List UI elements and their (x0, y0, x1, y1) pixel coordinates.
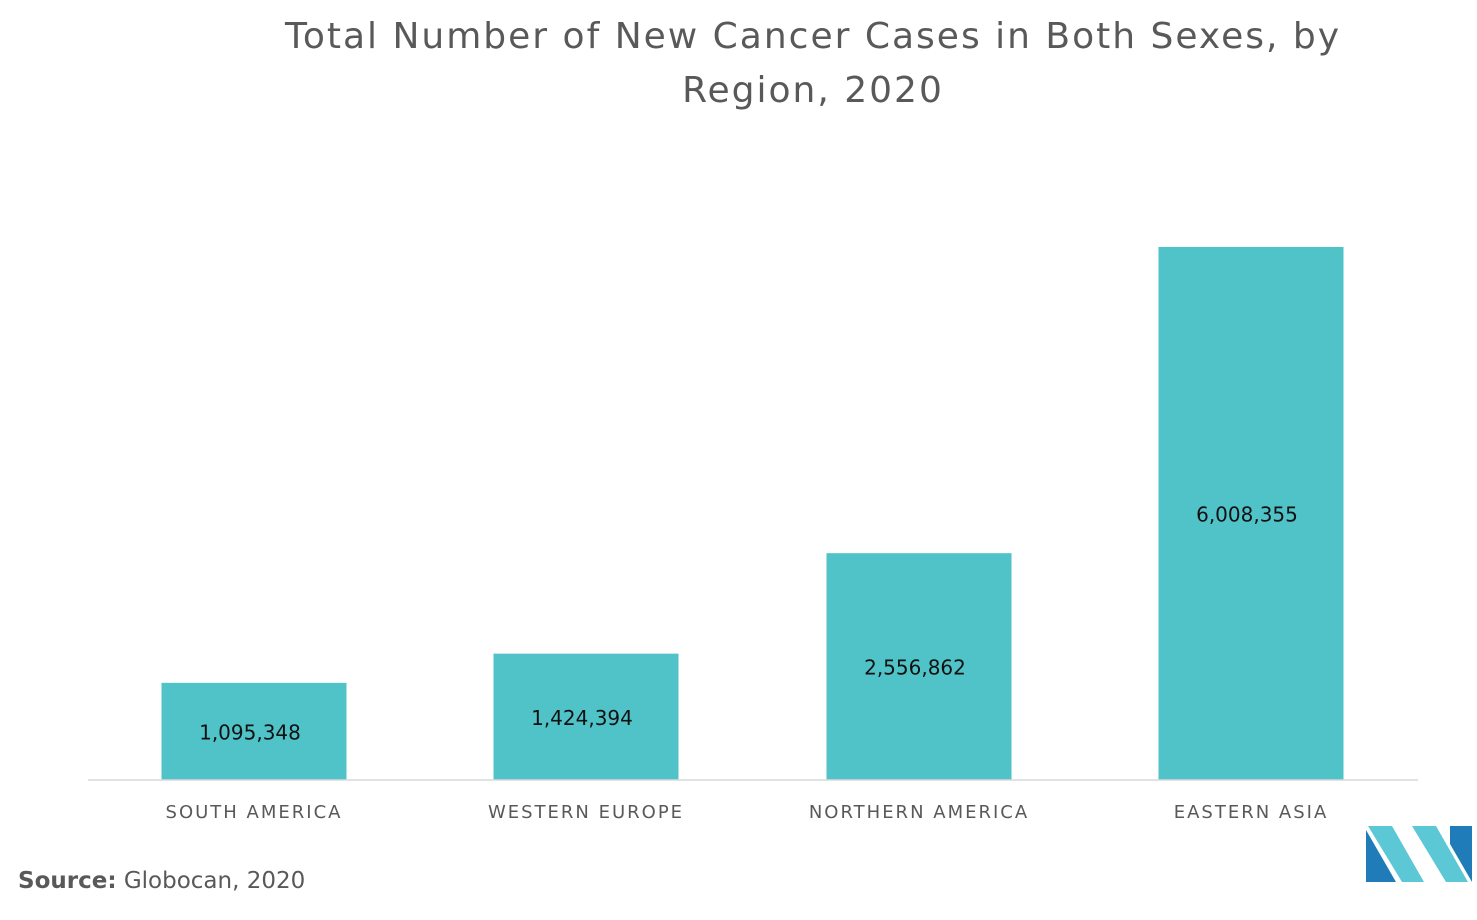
logo-mid-stroke (1368, 826, 1424, 882)
bars-layer (161, 247, 1344, 780)
x-tick-label: WESTERN EUROPE (488, 802, 684, 823)
data-label: 1,424,394 (531, 706, 633, 730)
bar-western-europe (493, 653, 679, 780)
logo-left-stroke (1366, 830, 1396, 882)
bar-south-america (161, 682, 347, 780)
data-label: 1,095,348 (199, 720, 301, 744)
bar-northern-america (826, 553, 1012, 780)
x-tick-label: SOUTH AMERICA (166, 802, 343, 823)
x-tick-label: NORTHERN AMERICA (809, 802, 1029, 823)
source-label: Source: (18, 868, 117, 894)
logo-right-stroke (1412, 826, 1468, 882)
logo-right-bar (1450, 826, 1472, 882)
brand-logo-icon (1366, 826, 1472, 882)
source-note: Source: Globocan, 2020 (18, 868, 305, 894)
data-label: 6,008,355 (1196, 503, 1298, 527)
source-text: Globocan, 2020 (116, 868, 306, 894)
bar-eastern-asia (1158, 247, 1344, 780)
data-label: 2,556,862 (864, 656, 966, 680)
x-tick-label: EASTERN ASIA (1174, 802, 1329, 823)
chart-title: Total Number of New Cancer Cases in Both… (284, 16, 1342, 111)
labels-layer: 1,095,348 SOUTH AMERICA 1,424,394 WESTERN E… (166, 503, 1329, 824)
